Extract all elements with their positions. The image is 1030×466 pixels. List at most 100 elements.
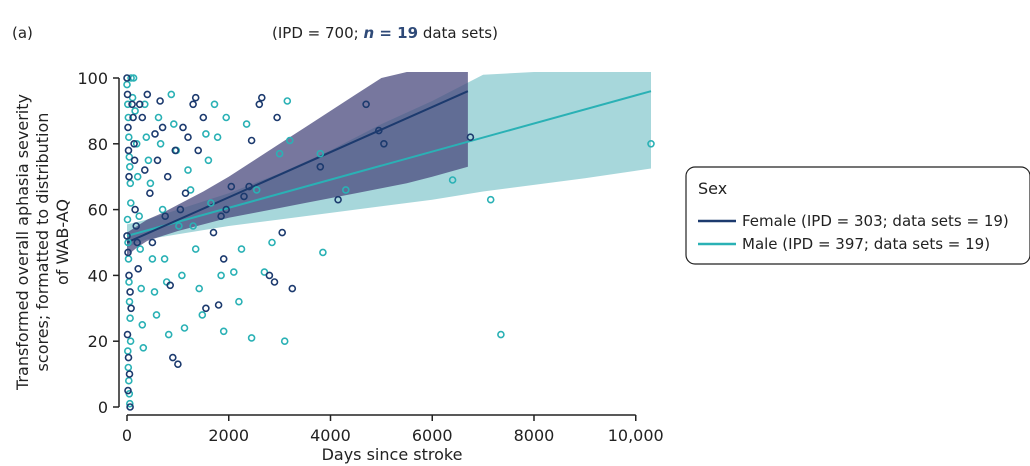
subtitle-eq: = [374,24,397,42]
point-male [125,297,134,306]
point-female [124,353,133,362]
point-male [180,324,189,332]
point-female [129,113,137,122]
point-female [199,113,208,122]
point-female [156,97,164,105]
legend-title: Sex [698,179,727,198]
point-male [219,327,228,336]
point-female [181,189,190,197]
point-male [647,140,655,148]
point-male [125,376,133,385]
legend-frame [685,166,1030,265]
point-female [217,212,225,220]
y-axis-title-line-3: of WAB-AQ [53,199,72,285]
point-female [125,271,133,280]
x-tick-label: 2000 [208,426,249,445]
point-male [160,255,169,263]
point-female [123,330,132,339]
y-axis-title-line-1: Transformed overall aphasia severity [13,94,32,391]
point-male [133,172,142,181]
point-female [374,126,383,135]
point-male [275,149,284,158]
point-male [142,133,151,141]
legend-label-female: Female (IPD = 303; data sets = 19) [742,212,1009,230]
point-male [124,363,133,372]
point-male [283,97,292,105]
scatter-points [123,74,655,411]
point-male [191,245,200,253]
point-female [174,360,182,369]
point-male [126,179,135,188]
point-male [486,195,495,204]
point-male [280,337,289,346]
point-female [288,284,297,293]
point-female [191,93,200,102]
point-male [139,343,148,352]
point-female [240,192,248,201]
point-male [126,399,134,408]
x-tick-label: 8000 [514,426,555,445]
point-female [141,166,149,174]
point-male [127,199,135,207]
point-male [222,113,230,122]
x-tick-label: 10,000 [608,426,664,445]
point-female [124,123,132,132]
point-male [124,100,132,109]
point-male [148,255,157,263]
y-ticks: 0 20 40 60 80 100 [77,69,119,417]
point-female [124,146,133,155]
point-female [257,93,266,102]
point-female [151,130,159,138]
point-female [255,100,264,109]
point-male [138,320,147,329]
point-female [171,146,180,155]
point-male [126,337,135,346]
point-female [273,113,281,122]
point-male [213,133,222,141]
point-male [189,222,197,230]
y-tick-label: 100 [77,69,108,88]
point-female [143,90,152,99]
y-tick-label: 0 [98,398,108,417]
point-female [222,205,230,214]
point-female [209,228,218,237]
point-male [448,176,457,184]
point-male [268,238,276,247]
point-male [260,268,269,276]
x-axis-title: Days since stroke [322,445,463,464]
point-female [466,133,475,141]
point-female [270,278,279,286]
legend-label-male: Male (IPD = 397; data sets = 19) [742,235,990,253]
point-female [380,140,388,148]
point-male [152,311,161,319]
chart-subtitle: (IPD = 700; n = 19 data sets) [272,24,498,42]
point-male [156,140,165,148]
point-male [235,297,243,306]
point-male [125,133,133,141]
point-female [227,182,236,191]
point-male [195,284,203,293]
point-female [125,370,134,378]
point-male [146,179,155,188]
point-female [245,182,253,191]
point-female [219,255,228,263]
point-male [242,120,251,128]
point-male [204,156,213,165]
point-female [202,304,210,313]
point-male [126,314,134,323]
y-axis-title: Transformed overall aphasia severity sco… [13,94,72,391]
subtitle-suffix: data sets) [418,24,498,42]
point-male [131,107,139,115]
point-male [164,330,173,339]
point-female [163,172,172,181]
point-male [144,156,153,165]
subtitle-prefix: (IPD = 700; [272,24,363,42]
point-male [127,74,135,82]
x-tick-label: 6000 [412,426,453,445]
point-male [341,186,350,194]
axes: 0 20 40 60 80 100 0 2000 4000 6000 8000 10,000 [77,69,663,445]
point-female [134,264,142,273]
point-female [148,238,157,247]
point-female [126,288,134,296]
